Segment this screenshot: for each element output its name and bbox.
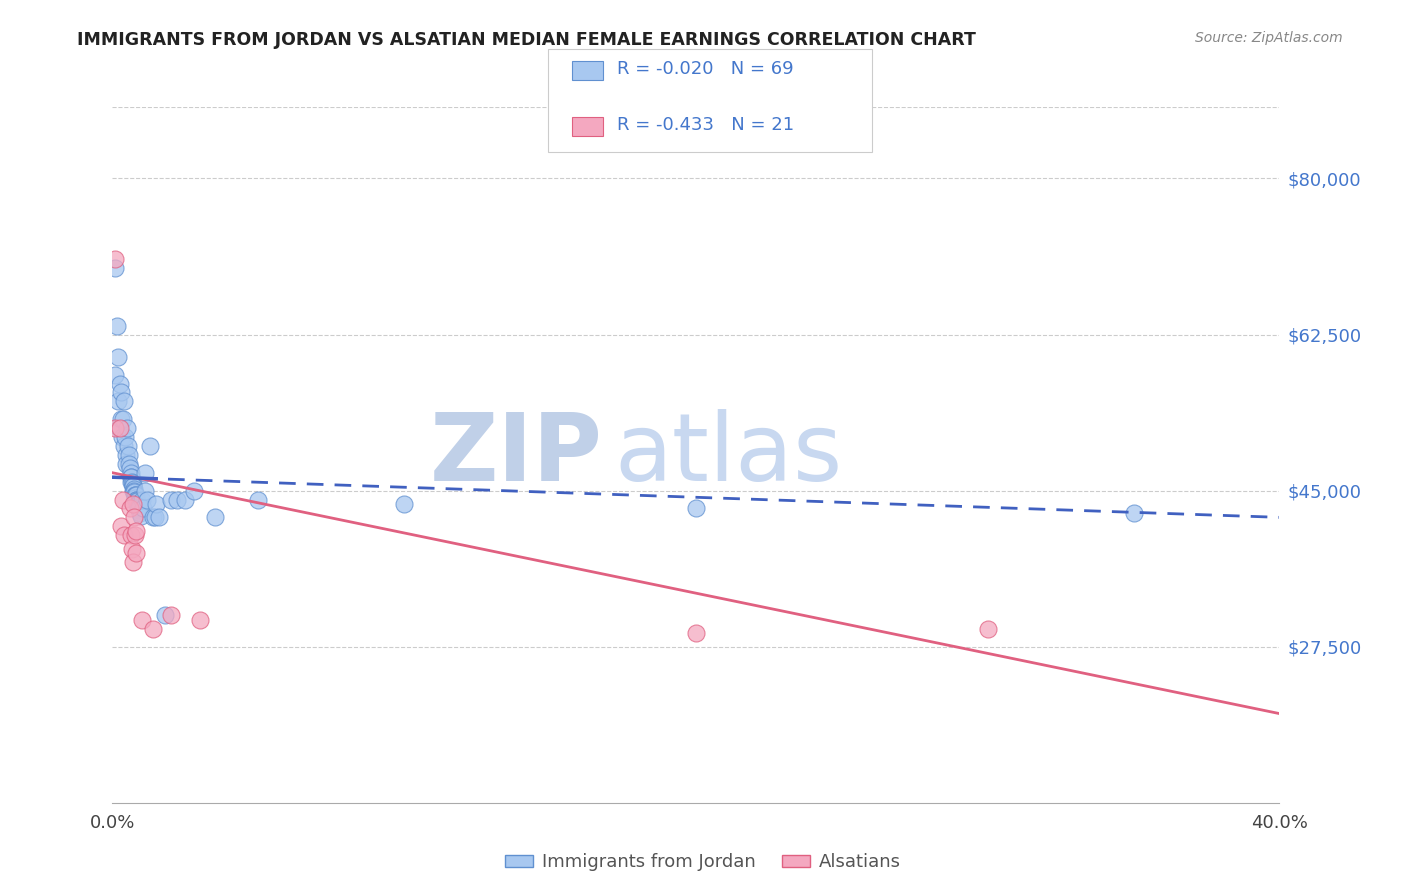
Point — [122, 483, 145, 498]
Point — [122, 479, 145, 493]
Point — [125, 488, 148, 502]
Point — [125, 494, 148, 508]
Point — [124, 485, 146, 500]
Point — [124, 488, 146, 502]
Point — [685, 626, 707, 640]
Point — [108, 421, 131, 435]
Point — [166, 492, 188, 507]
Point — [104, 252, 127, 266]
Point — [128, 501, 150, 516]
Point — [112, 528, 135, 542]
Text: atlas: atlas — [614, 409, 842, 501]
Point — [124, 528, 146, 542]
Point — [131, 492, 153, 507]
Point — [1122, 506, 1144, 520]
Point — [127, 497, 149, 511]
Point — [122, 497, 145, 511]
Point — [125, 524, 148, 538]
Point — [131, 613, 153, 627]
Point — [118, 457, 141, 471]
Point — [122, 476, 145, 491]
Text: ZIP: ZIP — [430, 409, 603, 501]
Point — [107, 394, 129, 409]
Text: R = -0.020   N = 69: R = -0.020 N = 69 — [617, 60, 794, 78]
Point — [148, 510, 170, 524]
Text: R = -0.433   N = 21: R = -0.433 N = 21 — [617, 116, 794, 134]
Point — [124, 488, 146, 502]
Point — [115, 421, 138, 435]
Point — [142, 510, 165, 524]
Point — [112, 394, 135, 409]
Point — [394, 497, 416, 511]
Point — [183, 483, 205, 498]
Point — [128, 501, 150, 516]
Point — [124, 483, 146, 498]
Point — [121, 475, 143, 489]
Point — [160, 492, 183, 507]
Point — [160, 608, 183, 623]
Point — [153, 608, 176, 623]
Point — [107, 350, 129, 364]
Point — [134, 483, 156, 498]
Point — [117, 439, 139, 453]
Legend: Immigrants from Jordan, Alsatians: Immigrants from Jordan, Alsatians — [498, 847, 908, 879]
Point — [128, 503, 150, 517]
Point — [122, 555, 145, 569]
Point — [122, 479, 145, 493]
Point — [204, 510, 226, 524]
Point — [108, 421, 131, 435]
Point — [143, 510, 166, 524]
Point — [134, 466, 156, 480]
Point — [132, 501, 155, 516]
Point — [142, 622, 165, 636]
Point — [104, 368, 127, 382]
Point — [110, 412, 132, 426]
Point — [976, 622, 998, 636]
Point — [124, 491, 146, 505]
Point — [125, 492, 148, 507]
Point — [120, 528, 142, 542]
Point — [122, 482, 145, 496]
Point — [114, 448, 136, 462]
Point — [110, 385, 132, 400]
Point — [145, 497, 167, 511]
Point — [114, 430, 136, 444]
Point — [111, 430, 134, 444]
Point — [111, 492, 134, 507]
Point — [118, 461, 141, 475]
Point — [120, 470, 142, 484]
Point — [125, 492, 148, 507]
Point — [174, 492, 197, 507]
Point — [125, 494, 148, 508]
Point — [104, 260, 127, 275]
Point — [108, 376, 131, 391]
Point — [120, 475, 142, 489]
Point — [105, 318, 128, 333]
Point — [129, 506, 152, 520]
Text: IMMIGRANTS FROM JORDAN VS ALSATIAN MEDIAN FEMALE EARNINGS CORRELATION CHART: IMMIGRANTS FROM JORDAN VS ALSATIAN MEDIA… — [77, 31, 976, 49]
Point — [112, 439, 135, 453]
Point — [110, 519, 132, 533]
Point — [136, 492, 159, 507]
Point — [111, 412, 134, 426]
Point — [127, 497, 149, 511]
Point — [188, 613, 211, 627]
Point — [121, 541, 143, 556]
Point — [127, 500, 149, 514]
Point — [125, 546, 148, 560]
Point — [117, 448, 139, 462]
Point — [120, 470, 142, 484]
Point — [118, 501, 141, 516]
Point — [685, 501, 707, 516]
Point — [247, 492, 270, 507]
Point — [115, 457, 138, 471]
Text: Source: ZipAtlas.com: Source: ZipAtlas.com — [1195, 31, 1343, 45]
Point — [129, 508, 152, 523]
Point — [139, 439, 162, 453]
Point — [104, 421, 127, 435]
Point — [124, 510, 146, 524]
Point — [120, 466, 142, 480]
